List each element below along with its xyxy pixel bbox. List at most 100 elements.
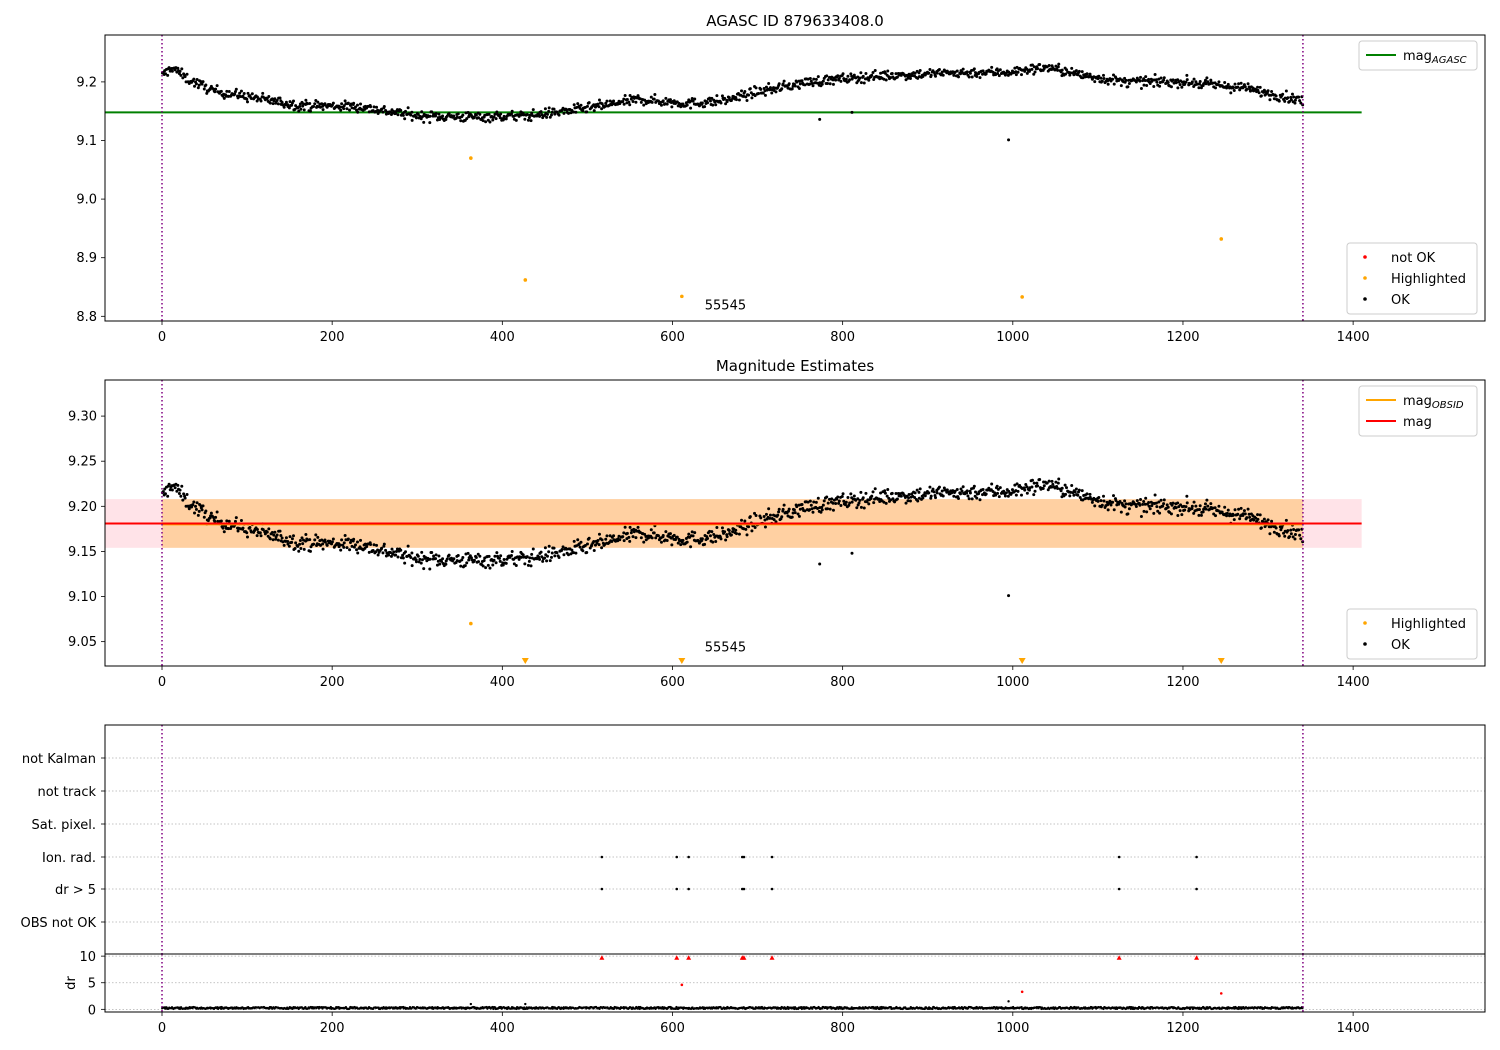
- ok-point: [1138, 79, 1142, 83]
- ok-point: [1185, 78, 1189, 82]
- ok-point: [1256, 517, 1260, 521]
- ok-point: [355, 548, 359, 552]
- ok-point: [213, 90, 217, 94]
- ok-point: [1060, 486, 1064, 490]
- ok-point: [761, 91, 765, 95]
- ok-point: [596, 539, 600, 543]
- ok-point: [1138, 503, 1142, 507]
- ok-point: [288, 535, 292, 539]
- ok-point: [723, 96, 727, 100]
- ok-point: [268, 537, 272, 541]
- ok-point: [1069, 490, 1073, 494]
- ok-point: [183, 496, 187, 500]
- ok-point: [352, 101, 356, 105]
- panel-mag-bottom-legend-label: Highlighted: [1391, 617, 1466, 632]
- ok-point: [1085, 72, 1089, 76]
- ok-point: [579, 540, 583, 544]
- ok-point: [1223, 81, 1227, 85]
- ok-point: [222, 96, 226, 100]
- ok-point: [708, 99, 712, 103]
- ok-point: [255, 528, 259, 532]
- ok-point: [1118, 500, 1122, 504]
- ok-point: [793, 511, 797, 515]
- ok-point: [710, 530, 714, 534]
- ok-point: [862, 506, 866, 510]
- flag-point: [1195, 887, 1198, 891]
- ok-point: [700, 101, 704, 105]
- ok-point: [259, 99, 263, 103]
- ok-point: [401, 553, 405, 557]
- panel-mag-bottom-legend-swatch: [1363, 642, 1367, 646]
- ok-point: [355, 103, 359, 107]
- ok-point: [1143, 502, 1147, 506]
- ok-point: [1293, 101, 1297, 105]
- ok-point: [259, 534, 263, 538]
- ok-point: [650, 100, 654, 104]
- panel-agasc-xtick-label: 800: [830, 330, 855, 345]
- ok-point: [913, 491, 917, 495]
- ok-point: [1097, 496, 1101, 500]
- dr-point: [469, 1002, 473, 1006]
- ok-point: [1178, 509, 1182, 513]
- ok-point: [763, 525, 767, 529]
- dr-capped-marker: [674, 955, 680, 960]
- ok-point: [509, 553, 513, 557]
- panel-mag-xtick-label: 0: [158, 675, 166, 690]
- ok-point: [1290, 92, 1294, 96]
- ok-point: [585, 110, 589, 114]
- ok-point: [339, 108, 343, 112]
- ok-point: [1035, 481, 1039, 485]
- panel-mag-ytick-label: 9.15: [68, 545, 97, 560]
- ok-point: [883, 491, 887, 495]
- ok-point: [1059, 489, 1063, 493]
- ok-point: [258, 531, 262, 535]
- ok-point: [907, 492, 911, 496]
- ok-point: [1064, 492, 1068, 496]
- ok-point: [798, 507, 802, 511]
- ok-point: [355, 540, 359, 544]
- ok-point: [1171, 78, 1175, 82]
- ok-point: [676, 541, 680, 545]
- ok-point: [958, 492, 962, 496]
- ok-point: [1211, 81, 1215, 85]
- ok-point: [820, 505, 824, 509]
- ok-point: [543, 556, 547, 560]
- ok-point: [634, 100, 638, 104]
- ok-point: [493, 554, 497, 558]
- ok-point: [1135, 499, 1139, 503]
- ok-point: [972, 67, 976, 71]
- ok-point: [723, 530, 727, 534]
- ok-point: [376, 548, 380, 552]
- ok-point: [890, 71, 894, 75]
- ok-point: [394, 549, 398, 553]
- ok-point: [745, 533, 749, 537]
- ok-point: [547, 544, 551, 548]
- ok-point: [710, 96, 714, 100]
- ok-point: [639, 536, 643, 540]
- ok-point: [691, 99, 695, 103]
- ok-point: [176, 66, 180, 70]
- ok-point: [249, 97, 253, 101]
- dr-capped-marker: [1194, 955, 1200, 960]
- ok-point: [884, 501, 888, 505]
- ok-point: [1032, 493, 1036, 497]
- ok-point: [850, 551, 854, 555]
- ok-point: [367, 110, 371, 114]
- ok-point: [1268, 532, 1272, 536]
- ok-point: [1144, 75, 1148, 79]
- ok-point: [800, 502, 804, 506]
- ok-point: [968, 491, 972, 495]
- ok-point: [928, 67, 932, 71]
- ok-point: [981, 69, 985, 73]
- ok-point: [472, 558, 476, 562]
- ok-point: [1126, 85, 1130, 89]
- ok-point: [491, 563, 495, 567]
- ok-point: [1239, 506, 1243, 510]
- ok-point: [236, 529, 240, 533]
- ok-point: [740, 518, 744, 522]
- ok-point: [428, 557, 432, 561]
- flag-point: [687, 887, 690, 891]
- ok-point: [970, 497, 974, 501]
- ok-point: [612, 99, 616, 103]
- ok-point: [263, 532, 267, 536]
